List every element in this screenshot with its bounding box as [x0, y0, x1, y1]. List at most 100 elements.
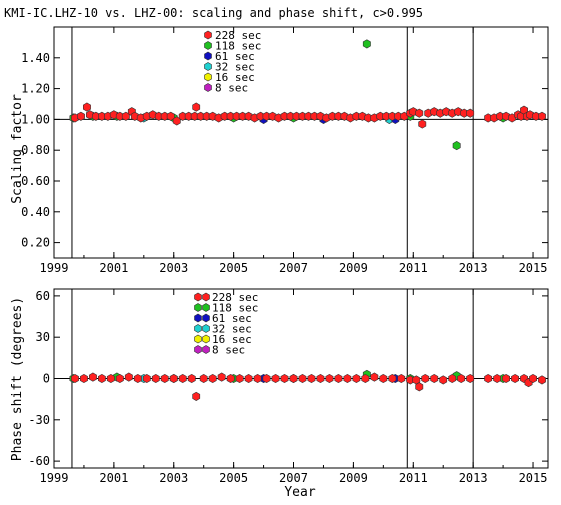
plot-frame	[53, 26, 549, 259]
legend-label: 32 sec	[212, 323, 252, 336]
y-tick-label: 0.80	[21, 143, 50, 157]
x-tick-label: 2015	[519, 261, 548, 275]
data-point-228-sec	[316, 373, 325, 384]
data-point-228-sec	[83, 102, 91, 112]
legend-marker	[202, 345, 210, 354]
data-point-228-sec	[187, 373, 196, 384]
y-tick-label: 0.20	[21, 236, 50, 250]
data-point-228-sec	[316, 111, 325, 121]
data-point-228-sec	[226, 373, 235, 384]
legend-marker	[202, 303, 210, 312]
data-point-228-sec	[457, 373, 466, 384]
legend-marker	[194, 292, 202, 302]
legend-label: 118 sec	[215, 40, 261, 53]
legend-label: 228 sec	[215, 29, 261, 42]
y-tick-label: 0	[43, 372, 50, 386]
x-tick-label: 2015	[519, 471, 548, 485]
legend-marker	[204, 62, 212, 71]
legend-label: 8 sec	[215, 82, 248, 95]
data-point-228-sec	[307, 373, 316, 384]
x-tick-label: 2001	[99, 471, 128, 485]
y-tick-label: -30	[28, 413, 50, 427]
y-tick-label: 30	[36, 330, 50, 344]
data-point-228-sec	[379, 373, 388, 384]
x-tick-label: 2007	[279, 261, 308, 275]
data-point-228-sec	[388, 373, 397, 384]
legend-label: 118 sec	[212, 302, 258, 315]
data-point-228-sec	[409, 107, 418, 117]
data-point-228-sec	[484, 373, 493, 384]
legend-marker	[194, 345, 202, 354]
data-point-228-sec	[280, 373, 289, 384]
phase-shift-panel: 1999 2001 2003 2005 2007 2009 2011 2013 2015 -60 -…	[28, 288, 549, 485]
legend-marker	[204, 51, 212, 61]
data-point-228-sec	[502, 111, 510, 121]
data-point-228-sec	[192, 102, 201, 112]
data-point-228-sec	[208, 111, 217, 121]
x-tick-label: 2003	[159, 261, 188, 275]
data-point-228-sec	[511, 373, 519, 384]
legend-label: 61 sec	[215, 50, 255, 63]
legend-marker	[204, 30, 212, 40]
data-point-228-sec	[178, 373, 187, 384]
data-point-228-sec	[442, 107, 451, 117]
legend-label: 8 sec	[212, 344, 245, 357]
data-point-228-sec	[430, 107, 439, 117]
data-point-228-sec	[166, 111, 175, 121]
x-tick-label: 2007	[279, 471, 308, 485]
legend-marker	[194, 324, 202, 333]
x-tick-label: 2003	[159, 471, 188, 485]
data-point-228-sec	[538, 111, 546, 121]
data-point-228-sec	[352, 373, 361, 384]
x-tick-label: 2013	[459, 471, 488, 485]
data-point-228-sec	[334, 373, 343, 384]
data-point-228-sec	[124, 372, 133, 382]
data-point-228-sec	[361, 373, 370, 384]
data-point-228-sec	[253, 373, 262, 384]
y-tick-label: 0.40	[21, 205, 50, 219]
data-point-228-sec	[169, 373, 178, 384]
data-point-228-sec	[454, 107, 463, 117]
data-point-228-sec	[271, 373, 280, 384]
data-point-228-sec	[115, 373, 124, 384]
x-tick-label: 2009	[339, 471, 368, 485]
scaling-factor-panel: 1999 2001 2003 2005 2007 2009 2011 2013 2015 0.20…	[21, 26, 549, 275]
data-point-228-sec	[358, 111, 367, 121]
legend-label: 16 sec	[215, 71, 255, 84]
data-point-228-sec	[268, 111, 277, 121]
data-point-228-sec	[493, 373, 501, 384]
x-tick-label: 1999	[40, 261, 69, 275]
legend-label: 16 sec	[212, 333, 252, 346]
data-point-228-sec	[217, 372, 226, 382]
x-tick-label: 1999	[40, 471, 69, 485]
data-point-228-sec	[130, 111, 139, 121]
legend-marker	[194, 334, 202, 344]
data-point-228-sec	[448, 373, 457, 384]
data-point-118-sec	[362, 39, 371, 49]
data-point-228-sec	[421, 373, 430, 384]
data-point-228-sec	[415, 382, 424, 392]
data-point-228-sec	[415, 108, 424, 118]
data-point-228-sec	[502, 373, 510, 384]
legend-marker	[204, 83, 212, 92]
data-point-228-sec	[370, 372, 379, 382]
data-point-228-sec	[244, 373, 253, 384]
x-axis-label-year: Year	[284, 485, 315, 500]
data-point-228-sec	[526, 110, 534, 120]
data-point-228-sec	[71, 373, 79, 384]
legend-marker	[202, 324, 210, 333]
data-point-228-sec	[262, 373, 271, 384]
legend-marker	[204, 41, 212, 50]
y-tick-label: 60	[36, 289, 50, 303]
y-tick-label: 1.40	[21, 51, 50, 65]
data-point-228-sec	[142, 373, 151, 384]
data-point-228-sec	[244, 111, 253, 121]
x-tick-label: 2011	[399, 471, 428, 485]
y-tick-label: 1.00	[21, 112, 50, 126]
data-point-228-sec	[148, 110, 157, 120]
x-tick-label: 2005	[219, 261, 248, 275]
data-point-228-sec	[466, 373, 475, 384]
